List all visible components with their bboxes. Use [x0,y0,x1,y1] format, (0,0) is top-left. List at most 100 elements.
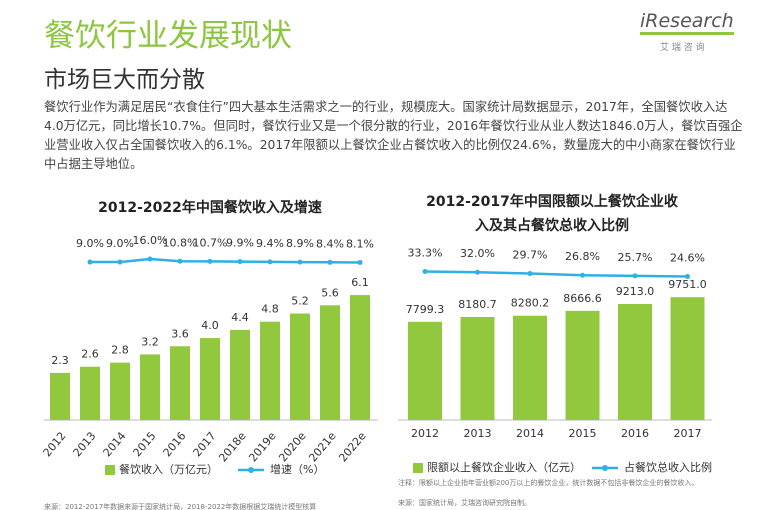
data-label: 26.8% [565,250,600,263]
bar [565,310,600,420]
bar [513,315,547,420]
data-label: 9.0% [76,237,104,250]
slide-title: 餐饮行业发展现状 [44,18,292,54]
data-label: 9.9% [226,237,254,250]
data-label: 5.2 [291,294,309,307]
bar [290,313,310,420]
bar [670,297,705,420]
data-label: 24.6% [670,251,705,264]
x-tick-label: 2015 [131,430,159,460]
body-text: 餐饮行业作为满足居民“衣食住行”四大基本生活需求之一的行业，规模庞大。国家统计局… [44,100,743,171]
chart-note: 来源：国家统计局，艾瑞咨询研究院自制。 [398,499,531,507]
data-label: 9213.0 [616,285,655,298]
data-label: 3.6 [171,327,189,340]
x-tick-label: 2015 [569,427,597,440]
data-label: 29.7% [513,249,548,262]
bar [618,303,652,420]
data-label: 25.7% [618,251,653,264]
x-tick-label: 2020e [276,429,308,464]
bar [50,372,70,420]
legend-swatch [105,465,115,475]
bar [320,305,340,420]
legend-marker [248,467,254,473]
chart-note: 来源：2012-2017年数据来源于国家统计局，2018-2022年数据根据艾瑞… [44,503,317,510]
chart-note: 注释：限额以上企业指年营业额200万以上的餐饮企业，统计数据不包括非餐饮企业的餐… [398,479,699,487]
x-tick-label: 2013 [464,427,492,440]
data-label: 8180.7 [458,298,497,311]
data-label: 5.6 [321,286,339,299]
x-tick-label: 2012 [41,430,69,460]
line-point [147,256,153,262]
data-label: 9.0% [106,237,134,250]
chart-title: 2012-2017年中国限额以上餐饮企业收入及其占餐饮总收入比例 [426,194,678,234]
data-label: 2.8 [111,344,129,357]
bar [140,354,160,420]
bar [230,329,250,420]
line-point [357,259,363,265]
line-point [237,259,243,265]
x-tick-label: 2016 [161,430,189,460]
data-label: 3.2 [141,335,159,348]
x-tick-label: 2013 [71,430,99,460]
data-label: 6.1 [351,276,369,289]
data-label: 10.7% [193,236,228,249]
x-tick-label: 2021e [306,429,338,464]
line-point [527,271,533,277]
line-point [267,259,273,265]
line-point [177,258,183,264]
legend-swatch [413,463,423,473]
bar [170,346,190,420]
bar [408,321,442,420]
legend-label: 餐饮收入（万亿元） [119,462,218,476]
data-label: 8.1% [346,237,374,250]
line-point [297,259,303,265]
legend-label: 占餐饮总收入比例 [624,460,712,474]
bar [200,338,220,420]
bar [80,366,100,420]
x-tick-label: 2022e [336,429,368,464]
legend-label: 增速（%） [270,462,324,476]
line [90,257,361,264]
bar [460,316,495,420]
data-label: 10.8% [163,236,198,249]
data-label: 4.0 [201,319,219,332]
line-point [685,273,690,279]
line-point [580,272,585,278]
data-label: 9.4% [256,237,284,250]
data-label: 8.4% [316,237,344,250]
line-point [87,259,93,265]
line-point [422,269,428,275]
line-point [475,269,480,275]
data-label: 8280.2 [511,297,550,310]
line-point [117,259,123,265]
line-point [327,259,333,265]
bar [260,321,280,420]
line-point [207,258,213,264]
data-label: 16.0% [133,234,168,247]
x-tick-label: 2014 [516,427,544,440]
bar [110,362,130,420]
x-tick-label: 2018e [216,429,248,464]
data-label: 2.6 [81,348,99,361]
x-tick-label: 2016 [621,427,649,440]
data-label: 9751.0 [668,278,707,291]
x-tick-label: 2012 [411,427,439,440]
chart-title: 2012-2022年中国餐饮收入及增速 [98,200,322,216]
legend-label: 限额以上餐饮企业收入（亿元） [427,460,581,474]
logo: iResearch [640,10,734,35]
data-label: 32.0% [460,247,495,260]
data-label: 8.9% [286,237,314,250]
data-label: 33.3% [408,247,443,260]
line-point [632,273,638,279]
data-label: 4.4 [231,311,249,324]
bar [350,295,370,420]
legend-marker [602,465,608,471]
data-label: 4.8 [261,303,279,316]
line [424,270,688,278]
x-tick-label: 2017 [674,427,702,440]
x-tick-label: 2017 [191,430,219,460]
data-label: 7799.3 [406,303,445,316]
x-tick-label: 2019e [246,429,278,464]
